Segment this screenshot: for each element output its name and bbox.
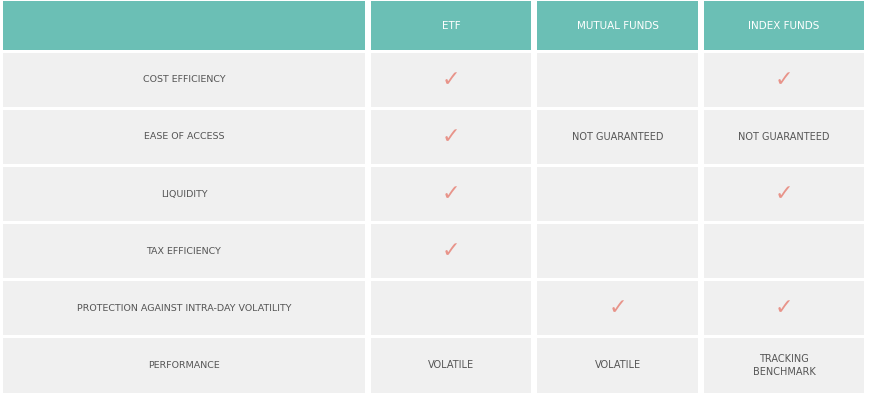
Text: ✓: ✓ <box>442 241 461 261</box>
Text: ✓: ✓ <box>442 127 461 147</box>
Text: MUTUAL FUNDS: MUTUAL FUNDS <box>576 20 659 31</box>
FancyBboxPatch shape <box>704 281 864 335</box>
FancyBboxPatch shape <box>537 338 697 392</box>
FancyBboxPatch shape <box>537 2 697 50</box>
Text: ✓: ✓ <box>608 298 627 318</box>
Text: ✓: ✓ <box>774 70 794 90</box>
Text: PROTECTION AGAINST INTRA-DAY VOLATILITY: PROTECTION AGAINST INTRA-DAY VOLATILITY <box>77 304 291 313</box>
Text: ✓: ✓ <box>442 70 461 90</box>
FancyBboxPatch shape <box>4 167 364 221</box>
FancyBboxPatch shape <box>704 224 864 278</box>
FancyBboxPatch shape <box>4 110 364 164</box>
FancyBboxPatch shape <box>537 167 697 221</box>
FancyBboxPatch shape <box>4 281 364 335</box>
FancyBboxPatch shape <box>371 167 531 221</box>
FancyBboxPatch shape <box>4 2 364 50</box>
FancyBboxPatch shape <box>4 338 364 392</box>
Text: ✓: ✓ <box>774 184 794 204</box>
FancyBboxPatch shape <box>371 2 531 50</box>
Text: VOLATILE: VOLATILE <box>428 361 474 370</box>
Text: PERFORMANCE: PERFORMANCE <box>148 361 220 370</box>
FancyBboxPatch shape <box>4 53 364 107</box>
Text: EASE OF ACCESS: EASE OF ACCESS <box>144 132 224 141</box>
FancyBboxPatch shape <box>704 167 864 221</box>
FancyBboxPatch shape <box>371 110 531 164</box>
Text: TRACKING
BENCHMARK: TRACKING BENCHMARK <box>752 354 816 377</box>
Text: ETF: ETF <box>442 20 461 31</box>
FancyBboxPatch shape <box>537 110 697 164</box>
FancyBboxPatch shape <box>371 224 531 278</box>
Text: NOT GUARANTEED: NOT GUARANTEED <box>572 132 663 142</box>
Text: LIQUIDITY: LIQUIDITY <box>160 190 208 199</box>
FancyBboxPatch shape <box>537 224 697 278</box>
FancyBboxPatch shape <box>371 281 531 335</box>
FancyBboxPatch shape <box>371 338 531 392</box>
FancyBboxPatch shape <box>704 2 864 50</box>
FancyBboxPatch shape <box>704 53 864 107</box>
FancyBboxPatch shape <box>704 338 864 392</box>
Text: INDEX FUNDS: INDEX FUNDS <box>748 20 820 31</box>
Text: NOT GUARANTEED: NOT GUARANTEED <box>738 132 830 142</box>
FancyBboxPatch shape <box>371 53 531 107</box>
Text: VOLATILE: VOLATILE <box>595 361 640 370</box>
Text: COST EFFICIENCY: COST EFFICIENCY <box>143 75 225 84</box>
Text: ✓: ✓ <box>774 298 794 318</box>
FancyBboxPatch shape <box>704 110 864 164</box>
Text: TAX EFFICIENCY: TAX EFFICIENCY <box>146 247 222 256</box>
FancyBboxPatch shape <box>537 53 697 107</box>
Text: ✓: ✓ <box>442 184 461 204</box>
FancyBboxPatch shape <box>537 281 697 335</box>
FancyBboxPatch shape <box>4 224 364 278</box>
